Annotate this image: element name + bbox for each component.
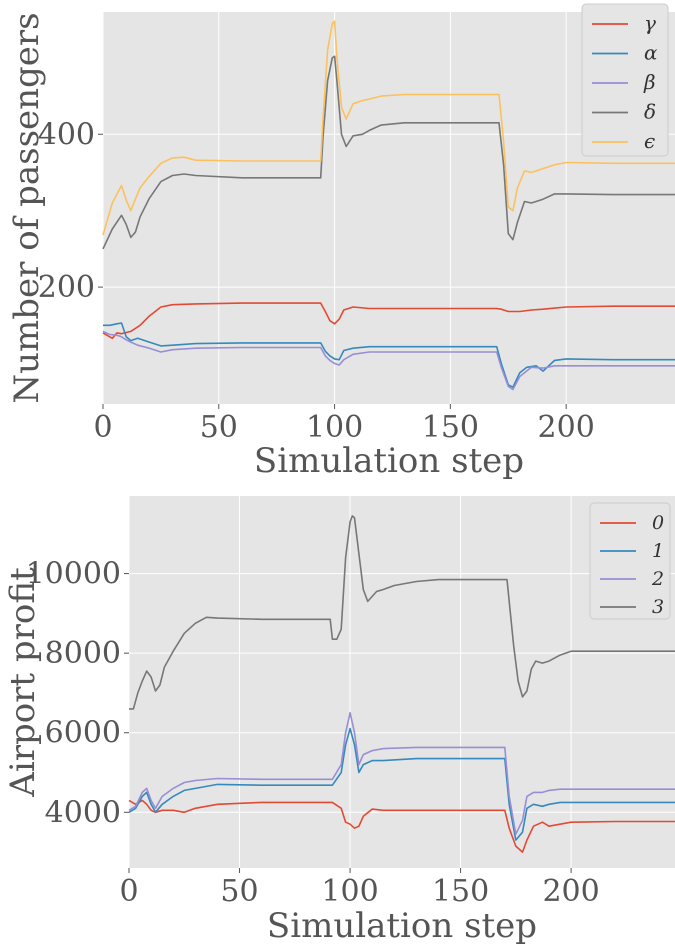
legend-label: 3 — [652, 596, 664, 618]
series-line-α — [103, 322, 675, 389]
y-tick-label: 8000 — [45, 636, 121, 671]
y-tick-label: 200 — [38, 270, 95, 305]
x-tick-label: 50 — [220, 874, 258, 909]
y-tick-label: 400 — [38, 117, 95, 152]
x-axis-label: Simulation step — [254, 441, 524, 481]
legend-label: 0 — [652, 512, 664, 534]
plot-area — [103, 12, 675, 404]
x-tick-label: 150 — [432, 874, 489, 909]
x-tick-label: 150 — [422, 410, 479, 445]
x-axis-label: Simulation step — [267, 906, 537, 944]
series-line-γ — [102, 302, 675, 340]
x-tick-label: 0 — [93, 410, 112, 445]
x-tick-label: 200 — [542, 874, 599, 909]
plot-area — [129, 496, 675, 868]
legend-label: 1 — [652, 540, 664, 562]
x-tick-label: 200 — [538, 410, 595, 445]
legend-label: 2 — [651, 568, 664, 590]
y-axis-label: Number of passengers — [7, 12, 47, 403]
y-tick-label: 4000 — [45, 795, 121, 830]
chart-2: 0 50 100 150 200 4000 6000 8000 10000 Simulation … — [3, 496, 675, 944]
legend-label: ϵ — [644, 129, 655, 153]
legend-label: γ — [644, 11, 656, 35]
series-line-2 — [128, 711, 675, 836]
legend-label: α — [644, 41, 658, 65]
x-tick-label: 50 — [200, 410, 238, 445]
y-tick-label: 10000 — [26, 557, 121, 592]
legend-label: δ — [644, 100, 656, 124]
chart-1: 0 50 100 150 200 200 400 Simulation step Number … — [7, 3, 675, 481]
y-axis-label: Airport profit — [3, 567, 43, 798]
x-tick-label: 0 — [119, 874, 138, 909]
x-tick-label: 100 — [306, 410, 363, 445]
legend-box — [581, 3, 669, 157]
series-line-δ — [102, 55, 675, 250]
legend-box — [589, 502, 671, 620]
series-line-ϵ — [102, 20, 675, 236]
series-line-3 — [129, 515, 675, 710]
series-line-β — [102, 330, 675, 391]
series-line-0 — [128, 799, 675, 853]
y-tick-label: 6000 — [45, 716, 121, 751]
x-tick-label: 100 — [321, 874, 378, 909]
legend-label: β — [643, 70, 656, 94]
legend: 0 1 2 3 — [589, 502, 671, 620]
series-line-1 — [128, 727, 675, 841]
